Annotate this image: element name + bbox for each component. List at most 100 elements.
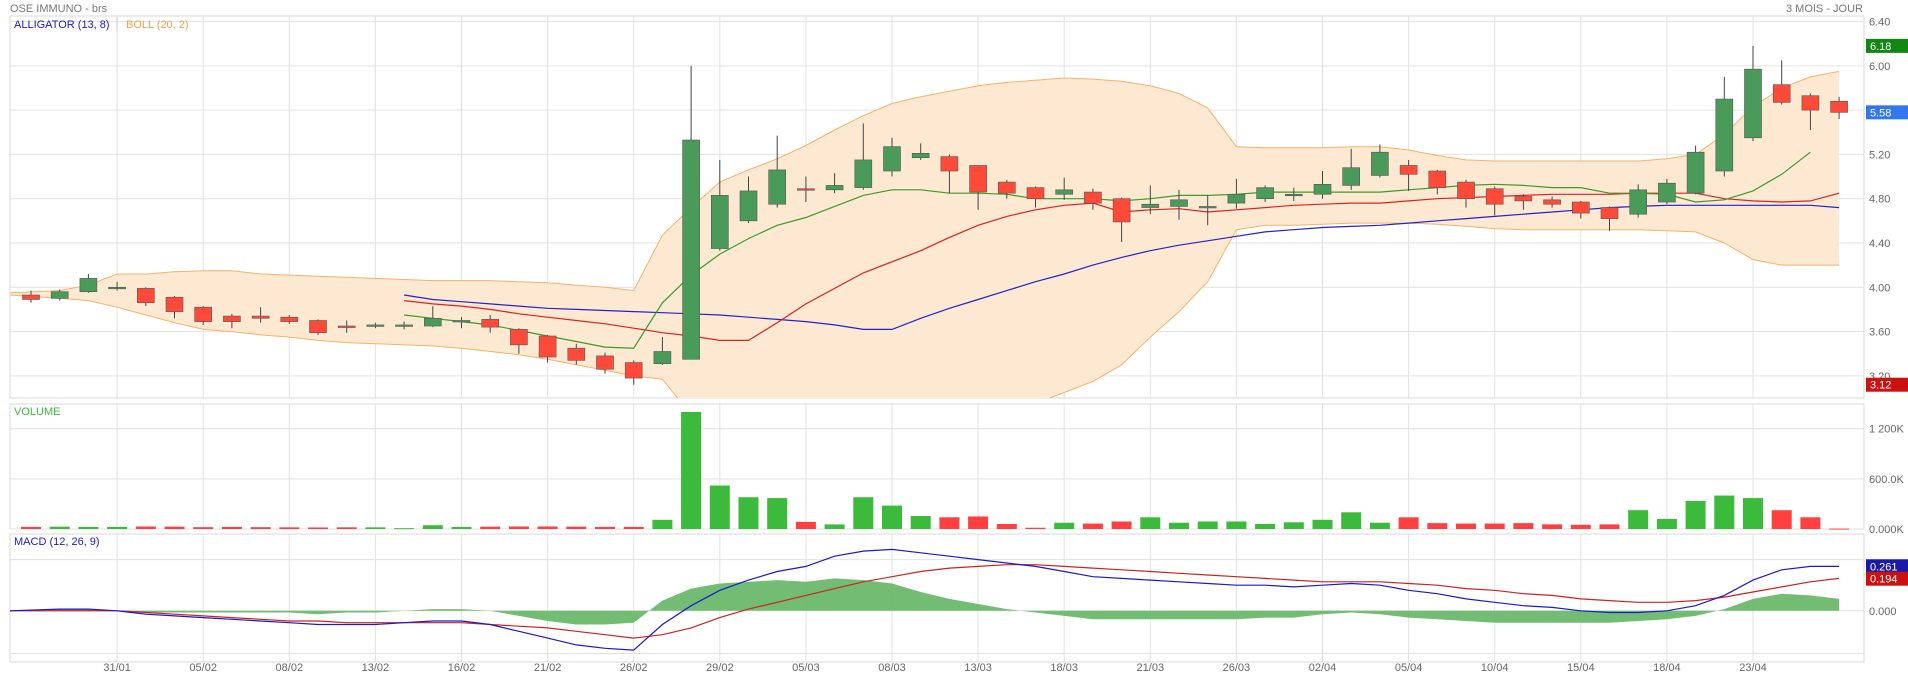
candle-body-down xyxy=(1026,187,1045,199)
candle xyxy=(50,289,69,301)
candle-body-down xyxy=(280,316,299,322)
volume-bar xyxy=(279,527,300,529)
volume-bar xyxy=(336,527,357,529)
macd-value-badge-box xyxy=(1866,559,1908,574)
price-tick-label: 4.00 xyxy=(1869,282,1890,294)
volume-bar xyxy=(652,519,673,529)
candle-body-up xyxy=(452,320,471,323)
candle-body-up xyxy=(1055,189,1073,195)
alligator-legend[interactable]: ALLIGATOR (13, 8) xyxy=(14,19,110,31)
candle xyxy=(1572,200,1590,219)
candle-body-down xyxy=(1084,191,1102,204)
candle xyxy=(366,322,385,329)
volume-legend[interactable]: VOLUME xyxy=(14,406,60,418)
volume-bar xyxy=(1829,528,1850,530)
volume-bar xyxy=(853,497,874,529)
macd-legend[interactable]: MACD (12, 26, 9) xyxy=(14,536,100,548)
x-tick-label: 31/01 xyxy=(103,662,131,674)
candle-body-up xyxy=(883,146,901,172)
volume-tick-label: 0.000K xyxy=(1869,524,1905,536)
candle-body-up xyxy=(1715,98,1734,172)
candle-body-down xyxy=(194,306,212,322)
candle-body-up xyxy=(108,286,126,290)
candle-body-down xyxy=(137,288,155,304)
bollinger-band-area xyxy=(10,71,1840,398)
candle xyxy=(768,135,787,208)
volume-bar xyxy=(1456,523,1476,529)
candle-body-up xyxy=(825,185,844,191)
x-tick-label: 05/04 xyxy=(1395,662,1423,674)
candle xyxy=(1600,206,1619,231)
volume-bar xyxy=(939,517,960,529)
volume-bar xyxy=(1255,523,1276,529)
candle xyxy=(1285,187,1303,201)
boll-legend[interactable]: BOLL (20, 2) xyxy=(126,19,189,31)
candle-body-down xyxy=(940,156,959,172)
volume-bar xyxy=(308,527,328,529)
candle xyxy=(1342,148,1360,190)
candle-body-down xyxy=(1112,198,1131,223)
candle xyxy=(969,165,987,210)
candle-body-up xyxy=(1686,151,1705,194)
candle xyxy=(251,307,270,323)
candle-body-up xyxy=(1629,189,1647,215)
price-tick-label: 5.20 xyxy=(1869,149,1890,161)
last-price-badge-box xyxy=(1866,105,1908,120)
price-tick-label: 4.80 xyxy=(1869,194,1890,206)
candle xyxy=(1658,178,1676,205)
candle xyxy=(1801,93,1820,131)
candle xyxy=(1428,169,1447,195)
candle xyxy=(194,306,212,325)
candle xyxy=(739,176,758,224)
volume-bar xyxy=(1398,517,1419,529)
volume-bar xyxy=(595,526,615,529)
candle-body-down xyxy=(1600,207,1619,219)
signal-value-badge-text: 0.194 xyxy=(1870,574,1898,586)
volume-bar xyxy=(1140,517,1161,529)
candle xyxy=(1686,145,1705,195)
candle xyxy=(1313,171,1332,199)
volume-bar xyxy=(1599,524,1620,529)
volume-bar xyxy=(508,526,529,529)
candle-body-down xyxy=(1485,188,1504,205)
volume-bar xyxy=(824,524,845,529)
volume-bar xyxy=(623,526,644,529)
candle-body-down xyxy=(337,325,356,328)
volume-bar xyxy=(107,526,128,529)
candle xyxy=(797,176,815,203)
period-label: 3 MOIS - JOUR xyxy=(1786,3,1863,15)
candle-body-up xyxy=(1170,199,1188,207)
candle xyxy=(940,154,959,194)
candle-body-down xyxy=(1572,201,1590,214)
bollinger-lower-line xyxy=(10,222,1840,398)
volume-bar xyxy=(882,505,902,529)
candle xyxy=(1371,144,1389,178)
candle-body-up xyxy=(1256,187,1274,199)
panel-frame xyxy=(9,533,1865,663)
high-price-badge: 6.18 xyxy=(1866,38,1908,53)
candle xyxy=(538,334,557,363)
candle xyxy=(1543,196,1561,208)
high-price-badge-box xyxy=(1866,38,1908,53)
x-tick-label: 05/03 xyxy=(792,662,820,674)
candle xyxy=(280,314,299,324)
volume-bar xyxy=(1513,523,1534,529)
candle-body-up xyxy=(395,324,413,327)
candle xyxy=(624,360,643,385)
price-tick-label: 4.40 xyxy=(1869,238,1890,250)
x-tick-label: 13/02 xyxy=(362,662,390,674)
x-tick-label: 10/04 xyxy=(1481,662,1509,674)
x-tick-label: 29/02 xyxy=(706,662,734,674)
candle xyxy=(1399,159,1418,191)
candle-body-up xyxy=(50,291,69,299)
volume-bar xyxy=(480,526,501,529)
candle-body-down xyxy=(1457,181,1475,199)
volume-bar xyxy=(1341,512,1362,529)
candle xyxy=(1457,179,1475,208)
volume-bar xyxy=(1800,517,1821,529)
candle-body-up xyxy=(1285,193,1303,197)
candle-body-up xyxy=(1198,206,1217,209)
volume-bar xyxy=(681,412,702,529)
